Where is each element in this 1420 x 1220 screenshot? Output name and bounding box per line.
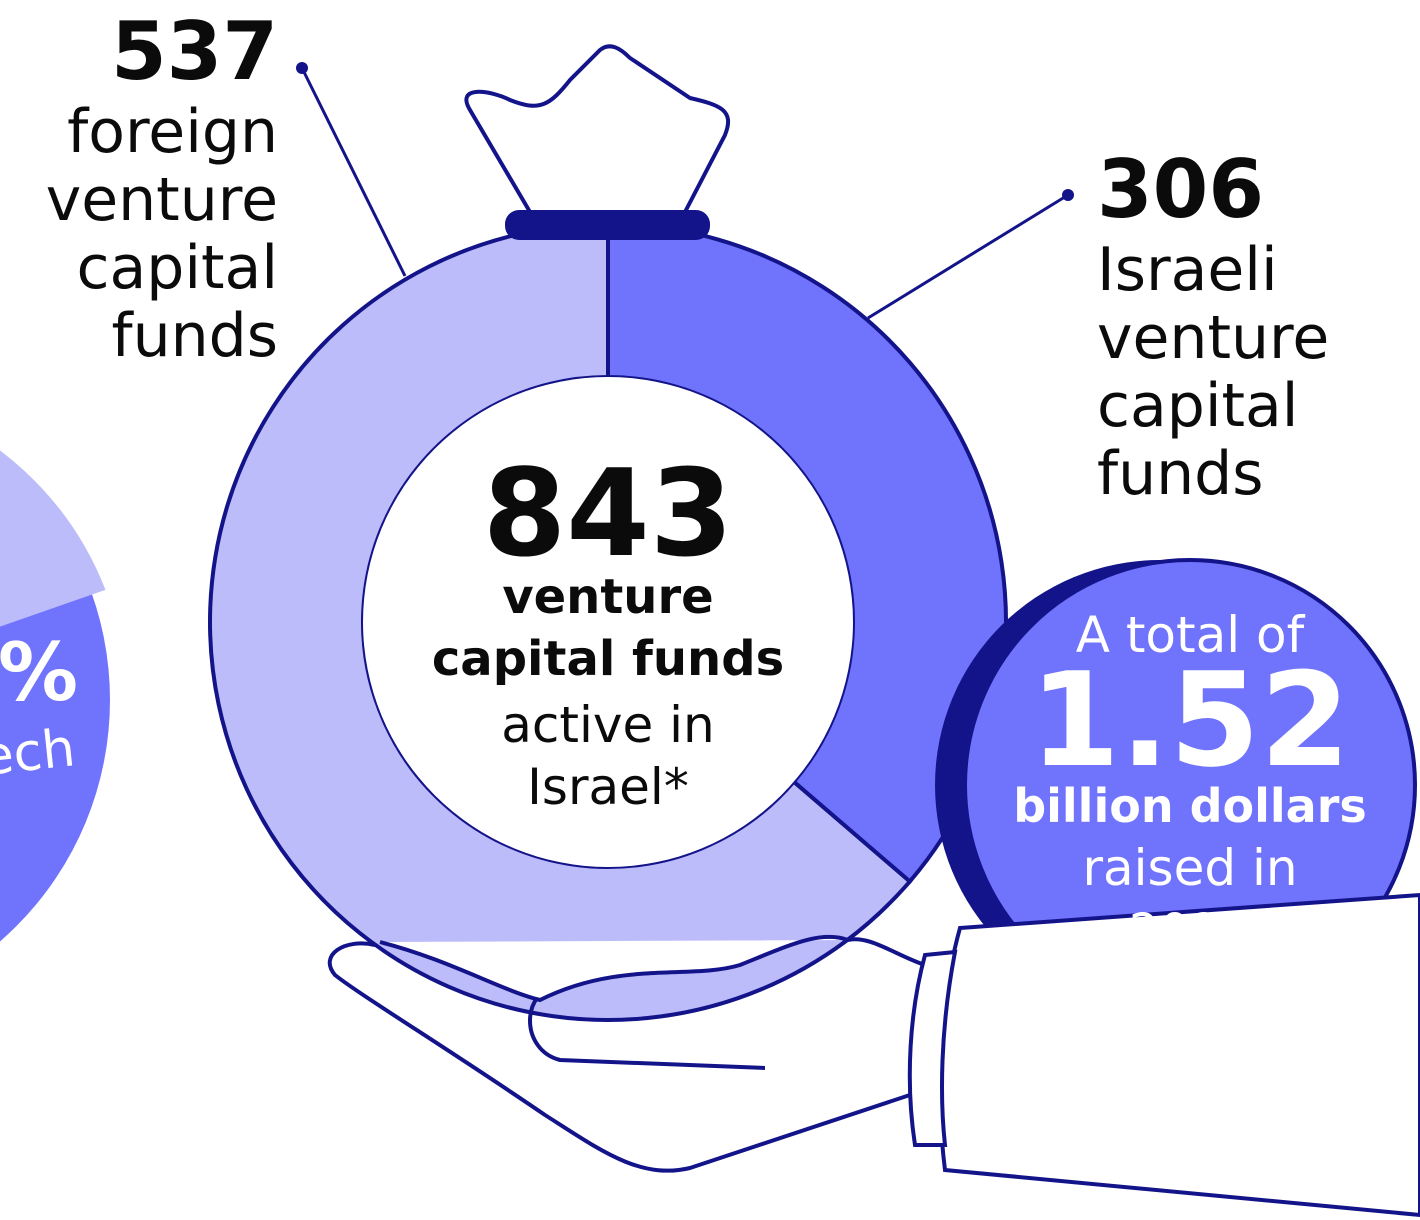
leader-line: [300, 67, 407, 277]
leader-dot: [296, 62, 308, 74]
coin-label: 2023: [1129, 904, 1251, 960]
edge-pie-cap: [0, 450, 106, 591]
value-label: 306: [1097, 143, 1264, 236]
edge-label: ech: [0, 718, 78, 787]
cuff: [907, 949, 958, 1147]
coin-label: raised in: [1082, 839, 1297, 897]
hand-palm: [379, 934, 849, 1003]
category-label: Israeli venture capital funds: [1097, 235, 1330, 509]
value-label: 537: [111, 5, 278, 98]
category-label: foreign venture capital funds: [45, 97, 278, 371]
center-label: Israel*: [527, 758, 689, 816]
hand-outline: [327, 941, 926, 1173]
center-label: venture: [502, 569, 713, 625]
bag-band: [505, 210, 710, 240]
bag-knot: [464, 44, 731, 214]
coin-label: 1.52: [1030, 644, 1351, 796]
donut-hole: [363, 377, 853, 867]
total-value: 843: [483, 445, 734, 584]
coin-label: billion dollars: [1013, 779, 1367, 833]
center-label: active in: [501, 696, 714, 754]
coin: [935, 558, 1417, 1012]
edge-label: %: [0, 626, 78, 719]
donut: [208, 221, 1008, 1022]
center-label: capital funds: [432, 631, 784, 687]
edge-pie: [0, 450, 110, 942]
coin-label: A total of: [1076, 606, 1306, 664]
leader-dot: [1062, 189, 1074, 201]
leader-line: [867, 193, 1069, 320]
